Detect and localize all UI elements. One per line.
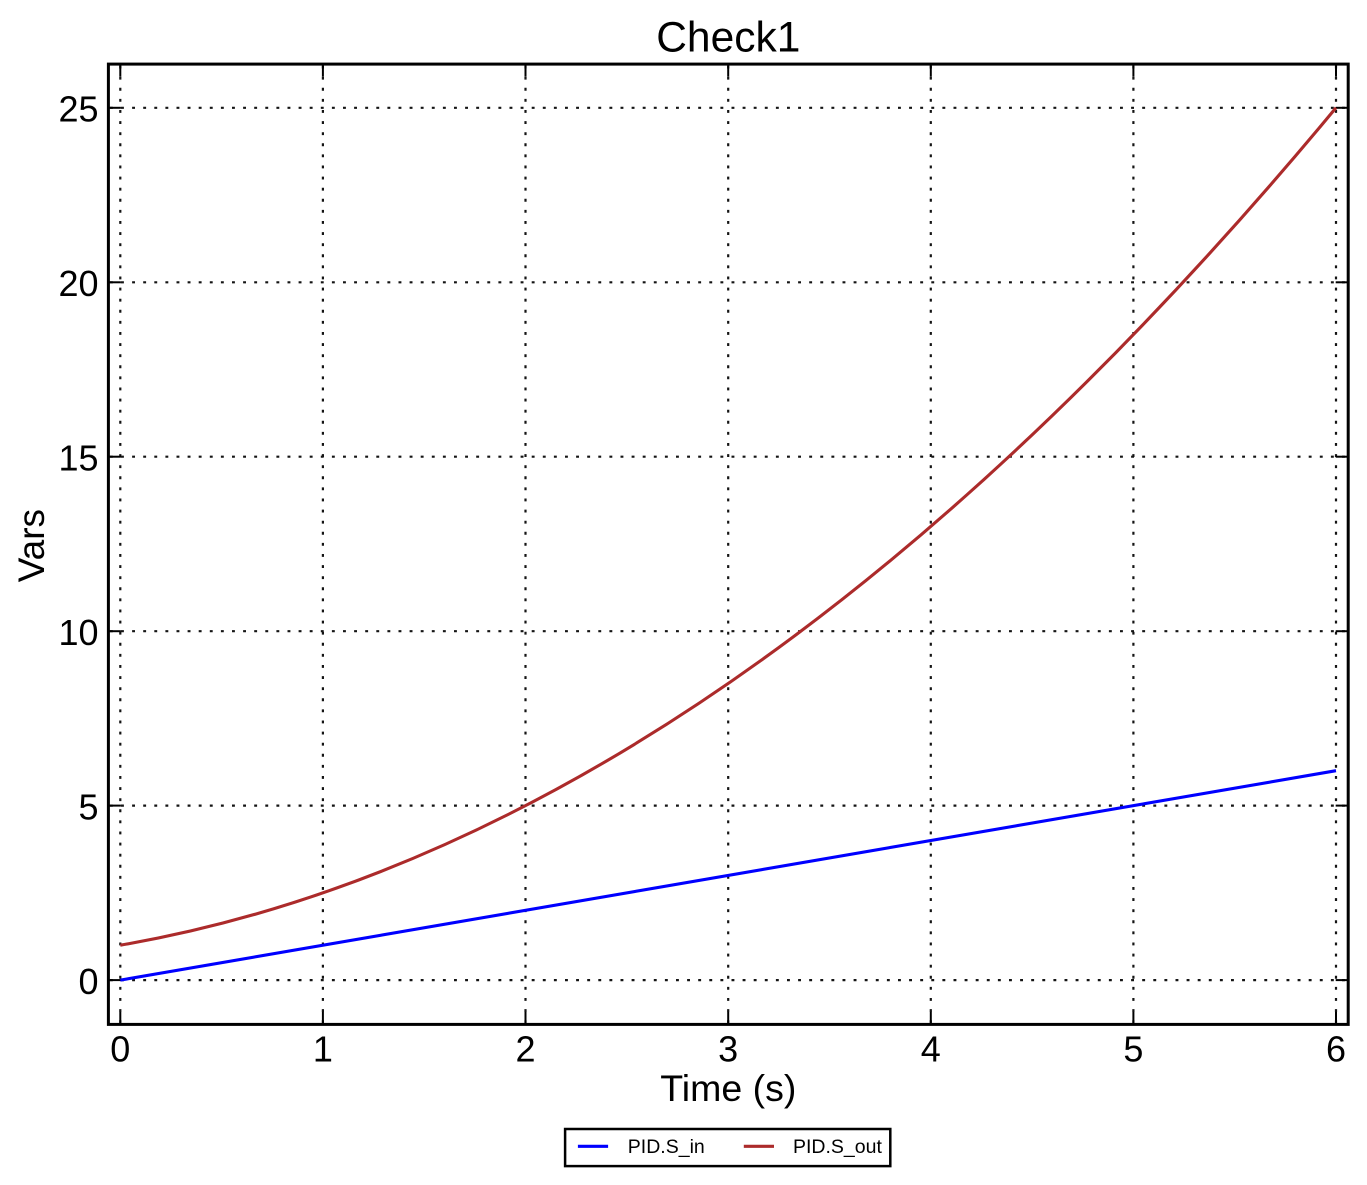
svg-text:PID.S_in: PID.S_in <box>628 1136 705 1158</box>
svg-text:4: 4 <box>921 1028 941 1069</box>
svg-text:0: 0 <box>78 961 98 1002</box>
svg-text:20: 20 <box>58 263 98 304</box>
svg-text:0: 0 <box>110 1028 130 1069</box>
svg-text:Time (s): Time (s) <box>660 1067 796 1109</box>
svg-text:PID.S_out: PID.S_out <box>793 1136 882 1158</box>
svg-text:15: 15 <box>58 438 98 479</box>
svg-text:5: 5 <box>78 787 98 828</box>
svg-text:2: 2 <box>515 1028 535 1069</box>
svg-text:1: 1 <box>313 1028 333 1069</box>
svg-text:6: 6 <box>1326 1028 1346 1069</box>
svg-text:10: 10 <box>58 612 98 653</box>
svg-text:Check1: Check1 <box>656 15 800 62</box>
svg-text:25: 25 <box>58 89 98 130</box>
svg-text:3: 3 <box>718 1028 738 1069</box>
svg-text:Vars: Vars <box>11 509 52 582</box>
svg-text:5: 5 <box>1123 1028 1143 1069</box>
